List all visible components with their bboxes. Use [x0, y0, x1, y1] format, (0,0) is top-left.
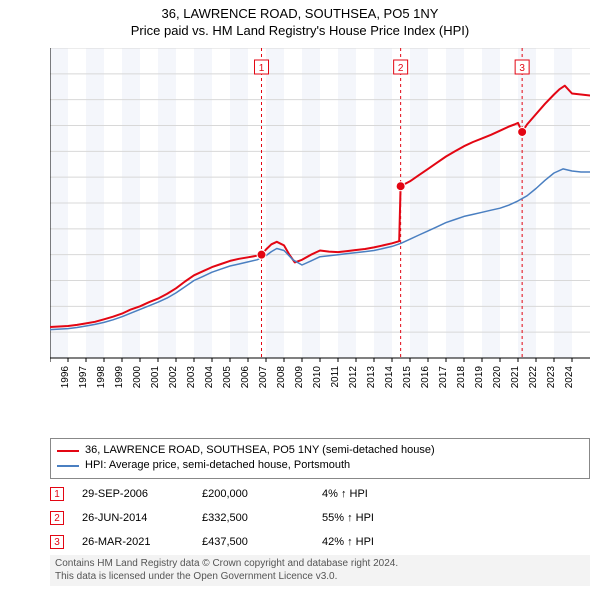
svg-text:2014: 2014 [384, 366, 395, 389]
title-line-1: 36, LAWRENCE ROAD, SOUTHSEA, PO5 1NY [0, 6, 600, 23]
legend-label: 36, LAWRENCE ROAD, SOUTHSEA, PO5 1NY (se… [85, 443, 435, 458]
svg-text:2022: 2022 [528, 366, 539, 389]
event-pct: 42% ↑ HPI [322, 536, 442, 548]
svg-text:2009: 2009 [294, 366, 305, 389]
svg-text:2: 2 [398, 63, 404, 74]
svg-text:2018: 2018 [456, 366, 467, 389]
svg-text:2012: 2012 [348, 366, 359, 389]
svg-text:2024: 2024 [564, 366, 575, 389]
event-row: 2 26-JUN-2014£332,50055% ↑ HPI [50, 506, 590, 530]
event-marker: 3 [50, 535, 64, 549]
event-row: 1 29-SEP-2006£200,0004% ↑ HPI [50, 482, 590, 506]
svg-text:2002: 2002 [168, 366, 179, 389]
legend-swatch [57, 450, 79, 452]
svg-text:2015: 2015 [402, 366, 413, 389]
event-price: £200,000 [202, 488, 322, 500]
footer-line-1: Contains HM Land Registry data © Crown c… [55, 558, 585, 571]
legend-label: HPI: Average price, semi-detached house,… [85, 458, 350, 473]
svg-text:2000: 2000 [132, 366, 143, 389]
event-date: 29-SEP-2006 [82, 488, 202, 500]
event-row: 3 26-MAR-2021£437,50042% ↑ HPI [50, 530, 590, 554]
svg-text:2019: 2019 [474, 366, 485, 389]
svg-text:1996: 1996 [60, 366, 71, 389]
event-price: £332,500 [202, 512, 322, 524]
event-pct: 55% ↑ HPI [322, 512, 442, 524]
svg-text:2004: 2004 [204, 366, 215, 389]
svg-text:2005: 2005 [222, 366, 233, 389]
svg-text:1999: 1999 [114, 366, 125, 389]
chart-area: £0£50K£100K£150K£200K£250K£300K£350K£400… [50, 48, 590, 398]
svg-text:2006: 2006 [240, 366, 251, 389]
event-pct: 4% ↑ HPI [322, 488, 442, 500]
svg-text:1995: 1995 [50, 366, 53, 389]
legend-swatch [57, 465, 79, 467]
svg-text:2003: 2003 [186, 366, 197, 389]
event-date: 26-MAR-2021 [82, 536, 202, 548]
svg-text:2011: 2011 [330, 366, 341, 388]
title-line-2: Price paid vs. HM Land Registry's House … [0, 23, 600, 40]
svg-text:1998: 1998 [96, 366, 107, 389]
svg-text:2017: 2017 [438, 366, 449, 389]
svg-text:2008: 2008 [276, 366, 287, 389]
event-date: 26-JUN-2014 [82, 512, 202, 524]
event-marker: 2 [50, 511, 64, 525]
chart-title-block: 36, LAWRENCE ROAD, SOUTHSEA, PO5 1NY Pri… [0, 0, 600, 40]
legend-row: 36, LAWRENCE ROAD, SOUTHSEA, PO5 1NY (se… [57, 443, 583, 458]
svg-text:2021: 2021 [510, 366, 521, 389]
svg-text:2023: 2023 [546, 366, 557, 389]
svg-text:2016: 2016 [420, 366, 431, 389]
legend-row: HPI: Average price, semi-detached house,… [57, 458, 583, 473]
svg-text:3: 3 [519, 63, 525, 74]
event-marker: 1 [50, 487, 64, 501]
event-price: £437,500 [202, 536, 322, 548]
footer-line-2: This data is licensed under the Open Gov… [55, 571, 585, 584]
svg-text:1997: 1997 [78, 366, 89, 389]
svg-text:1: 1 [259, 63, 265, 74]
svg-text:2013: 2013 [366, 366, 377, 389]
svg-text:2010: 2010 [312, 366, 323, 389]
svg-text:2007: 2007 [258, 366, 269, 389]
events-table: 1 29-SEP-2006£200,0004% ↑ HPI 2 26-JUN-2014… [50, 482, 590, 554]
chart-svg: £0£50K£100K£150K£200K£250K£300K£350K£400… [50, 48, 590, 398]
legend: 36, LAWRENCE ROAD, SOUTHSEA, PO5 1NY (se… [50, 438, 590, 479]
svg-text:2020: 2020 [492, 366, 503, 389]
svg-text:2001: 2001 [150, 366, 161, 389]
footer-attribution: Contains HM Land Registry data © Crown c… [50, 555, 590, 586]
